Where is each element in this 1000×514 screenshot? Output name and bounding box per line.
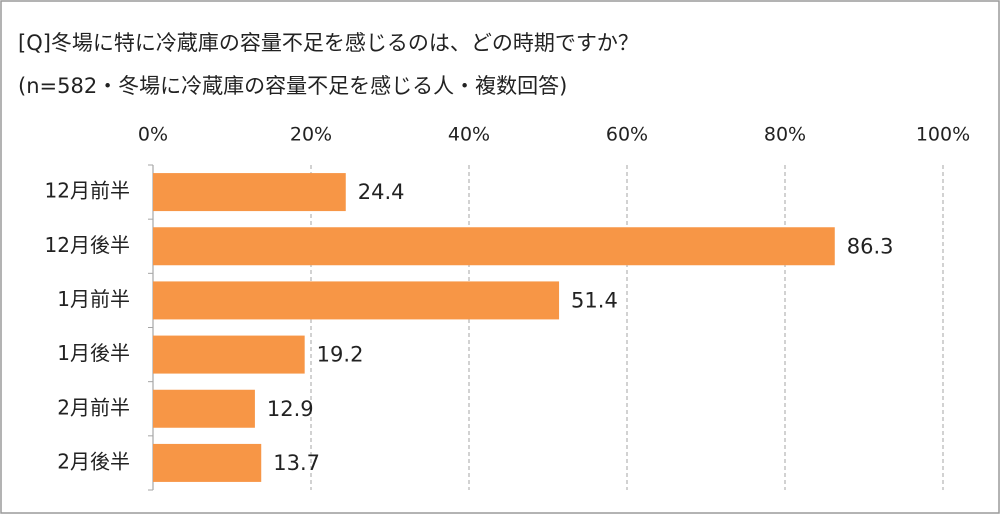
chart-subtitle: (n=582・冬場に冷蔵庫の容量不足を感じる人・複数回答) <box>18 74 567 98</box>
bar <box>153 443 262 482</box>
value-label: 19.2 <box>317 343 364 367</box>
bar <box>153 335 305 374</box>
bar <box>153 281 560 320</box>
y-tick-label: 1月後半 <box>57 341 130 365</box>
x-tick-label: 40% <box>448 124 490 146</box>
y-tick-label: 12月前半 <box>45 179 130 203</box>
bar <box>153 389 255 428</box>
x-tick-label: 20% <box>290 124 332 146</box>
value-label: 86.3 <box>847 234 894 258</box>
y-tick-label: 2月後半 <box>57 449 130 473</box>
bar <box>153 227 835 266</box>
value-label: 24.4 <box>358 180 405 204</box>
y-tick-label: 12月後半 <box>45 233 130 257</box>
chart-title: [Q]冬場に特に冷蔵庫の容量不足を感じるのは、どの時期ですか？ <box>18 31 639 55</box>
value-label: 13.7 <box>273 451 320 475</box>
x-tick-label: 80% <box>764 124 806 146</box>
x-tick-label: 100% <box>916 124 970 146</box>
x-tick-label: 0% <box>138 124 168 146</box>
y-tick-label: 1月前半 <box>57 287 130 311</box>
bar <box>153 173 346 212</box>
value-label: 51.4 <box>571 288 618 312</box>
value-label: 12.9 <box>267 397 314 421</box>
y-tick-label: 2月前半 <box>57 395 130 419</box>
x-tick-label: 60% <box>606 124 648 146</box>
